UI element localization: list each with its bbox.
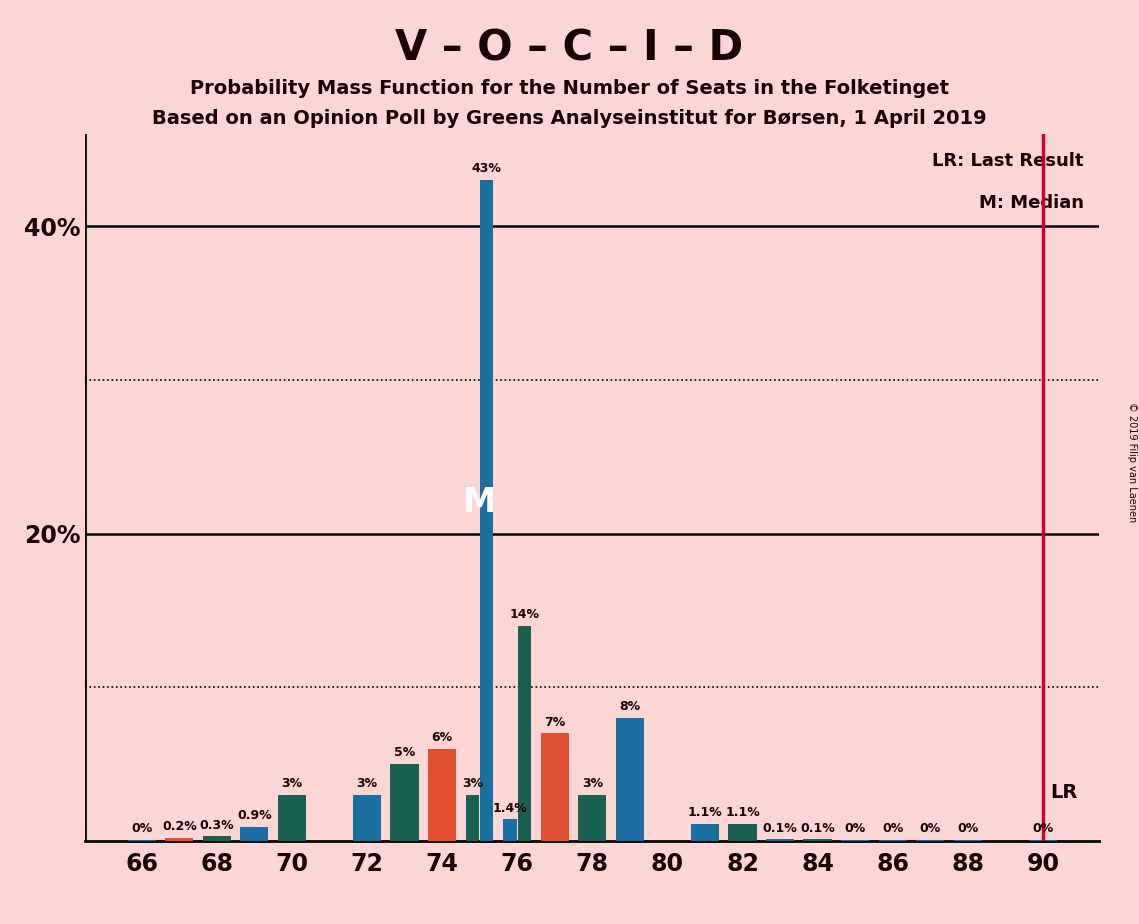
Text: 0%: 0% <box>919 822 941 835</box>
Bar <box>517 626 531 841</box>
Text: M: M <box>464 486 497 519</box>
Text: 8%: 8% <box>620 700 640 713</box>
Text: 0%: 0% <box>1032 822 1054 835</box>
Text: 0%: 0% <box>844 822 866 835</box>
Bar <box>691 824 719 841</box>
Bar <box>165 838 194 841</box>
Text: 0%: 0% <box>957 822 978 835</box>
Bar <box>353 795 382 841</box>
Bar <box>503 820 517 841</box>
Bar <box>803 839 831 841</box>
Bar <box>579 795 606 841</box>
Bar <box>480 180 493 841</box>
Bar <box>728 824 756 841</box>
Text: 0%: 0% <box>882 822 903 835</box>
Text: 0%: 0% <box>131 822 153 835</box>
Text: 14%: 14% <box>509 608 539 621</box>
Text: Probability Mass Function for the Number of Seats in the Folketinget: Probability Mass Function for the Number… <box>190 79 949 98</box>
Bar <box>278 795 306 841</box>
Text: LR: LR <box>1050 784 1077 802</box>
Text: 1.1%: 1.1% <box>688 807 722 820</box>
Text: 0.9%: 0.9% <box>237 809 272 822</box>
Text: 3%: 3% <box>281 777 303 790</box>
Text: LR: Last Result: LR: Last Result <box>933 152 1084 170</box>
Text: © 2019 Filip van Laenen: © 2019 Filip van Laenen <box>1128 402 1137 522</box>
Text: M: Median: M: Median <box>978 194 1084 213</box>
Text: 6%: 6% <box>432 731 452 744</box>
Bar <box>240 827 269 841</box>
Bar <box>391 764 419 841</box>
Bar <box>203 836 231 841</box>
Text: Based on an Opinion Poll by Greens Analyseinstitut for Børsen, 1 April 2019: Based on an Opinion Poll by Greens Analy… <box>153 109 986 128</box>
Bar <box>428 748 457 841</box>
Text: 3%: 3% <box>582 777 603 790</box>
Text: 7%: 7% <box>544 716 565 729</box>
Text: 0.3%: 0.3% <box>199 819 235 832</box>
Text: 0.1%: 0.1% <box>763 821 797 834</box>
Text: 5%: 5% <box>394 747 416 760</box>
Bar <box>541 734 568 841</box>
Text: 1.1%: 1.1% <box>726 807 760 820</box>
Text: 0.2%: 0.2% <box>162 821 197 833</box>
Text: 1.4%: 1.4% <box>493 802 527 815</box>
Text: 3%: 3% <box>462 777 483 790</box>
Text: 3%: 3% <box>357 777 377 790</box>
Bar <box>616 718 644 841</box>
Text: 43%: 43% <box>472 163 501 176</box>
Text: 0.1%: 0.1% <box>801 821 835 834</box>
Text: V – O – C – I – D: V – O – C – I – D <box>395 28 744 69</box>
Bar <box>466 795 480 841</box>
Bar <box>765 839 794 841</box>
